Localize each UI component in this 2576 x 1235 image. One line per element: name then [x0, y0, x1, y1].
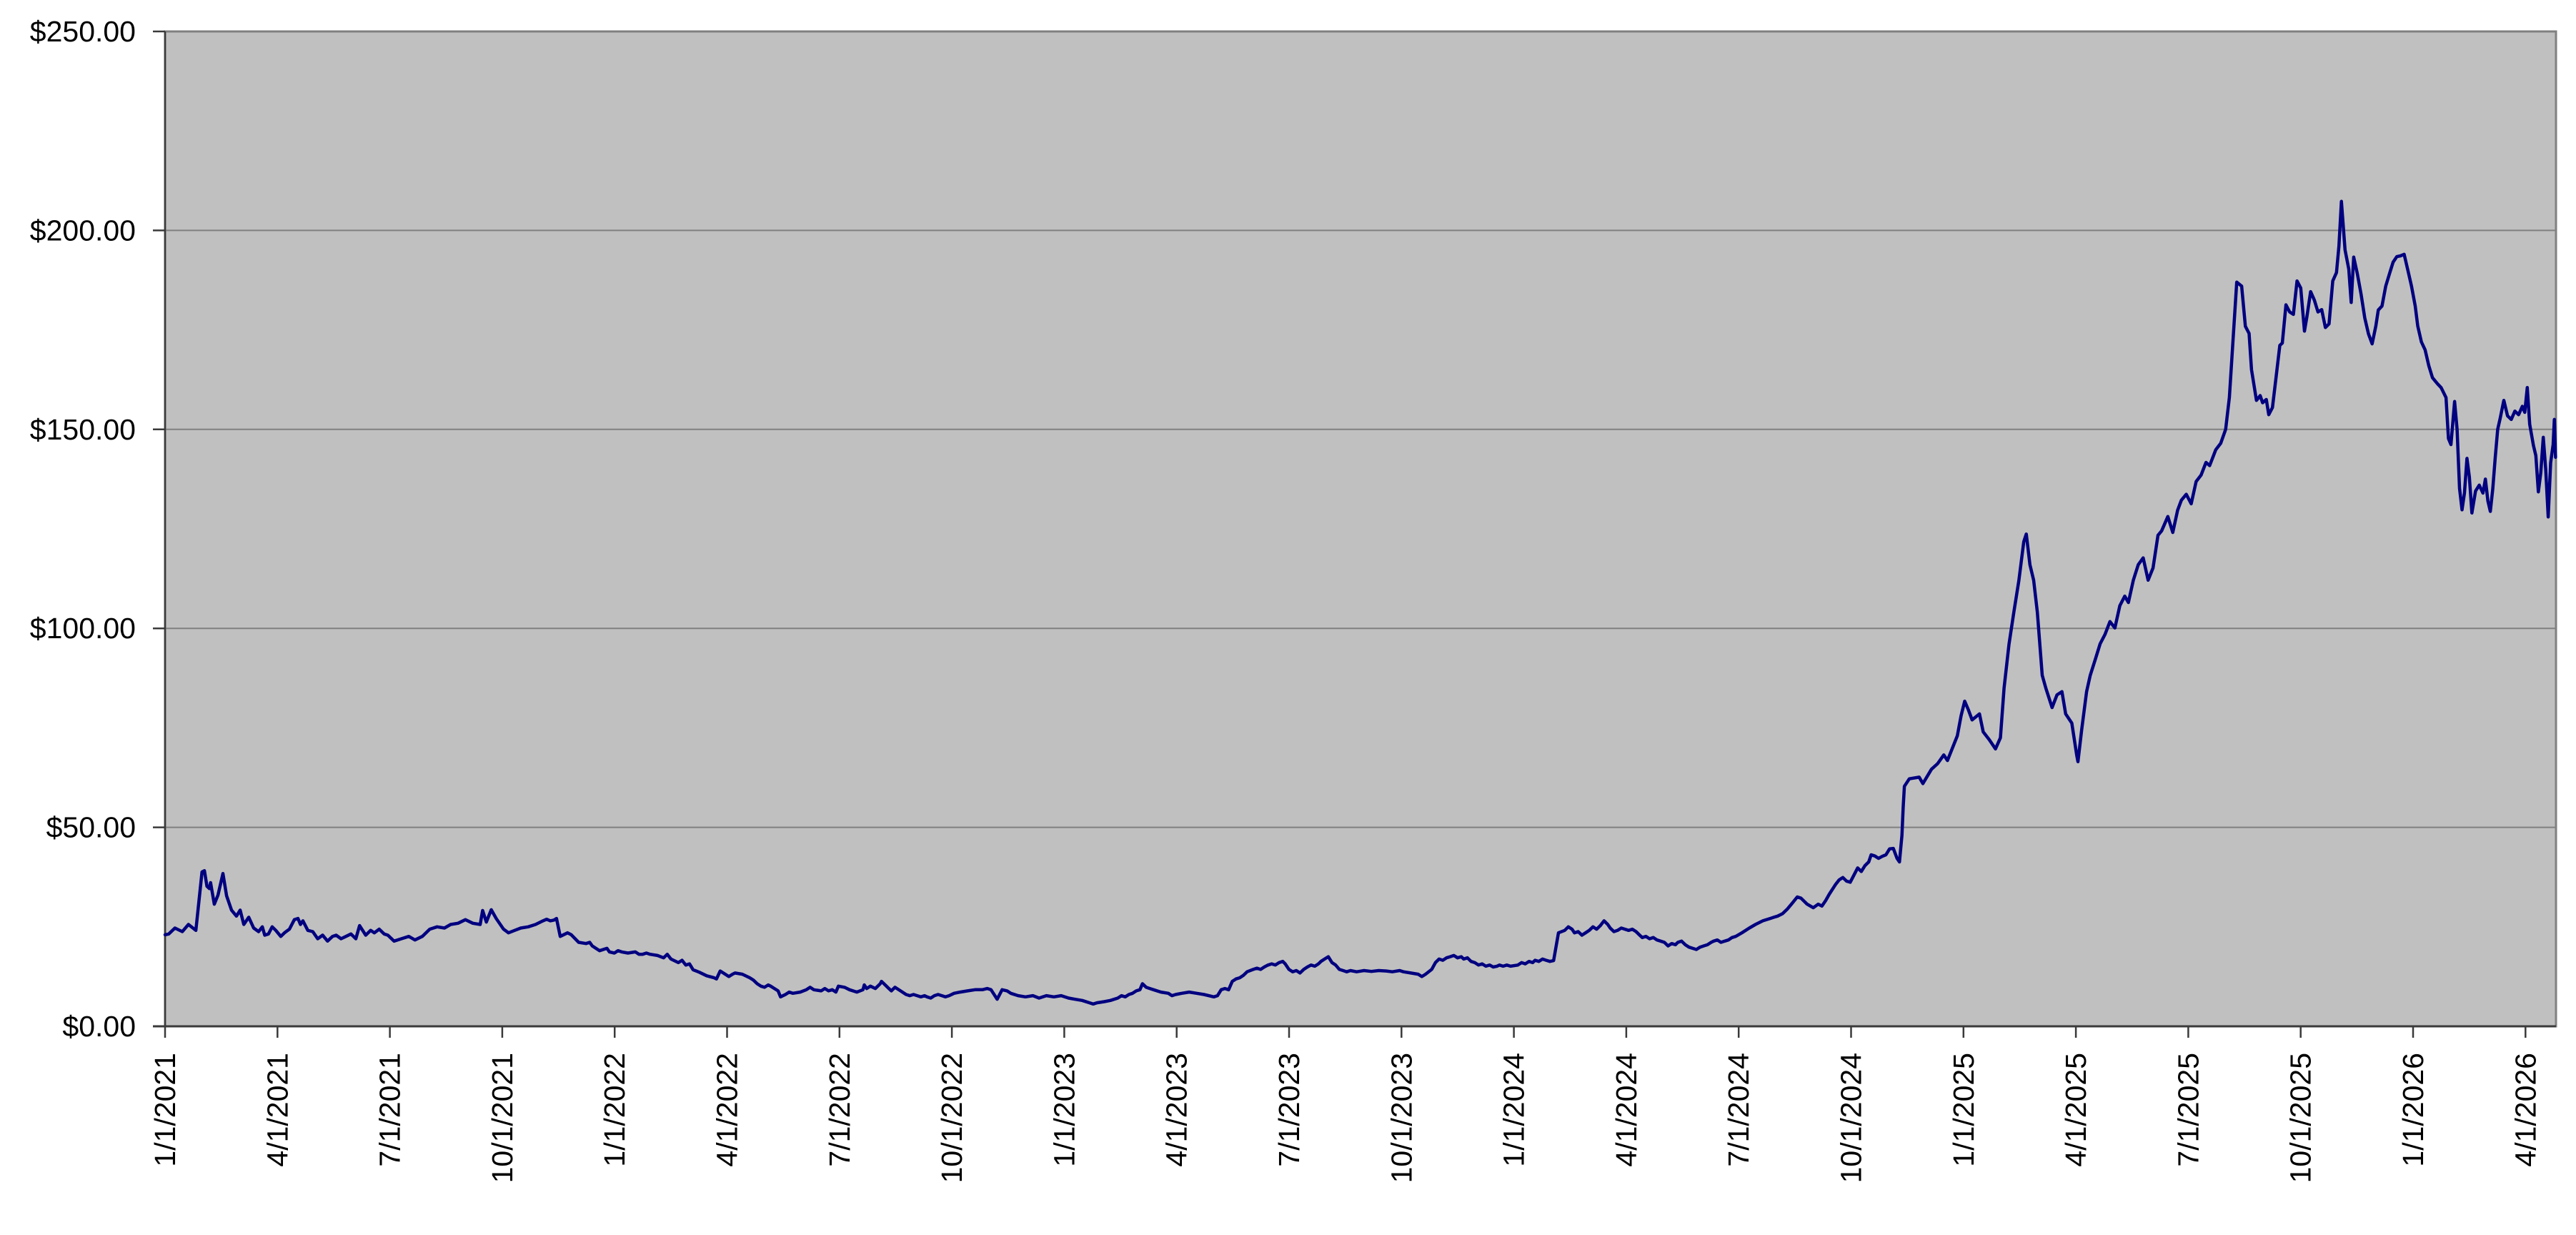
y-axis-label: $100.00: [30, 612, 136, 645]
x-axis-label: 7/1/2025: [2172, 1053, 2204, 1167]
x-axis-label: 7/1/2023: [1273, 1053, 1306, 1167]
x-axis-label: 1/1/2025: [1947, 1053, 1980, 1167]
x-axis-label: 7/1/2021: [374, 1053, 407, 1167]
plot-area: [165, 31, 2556, 1026]
y-axis-label: $0.00: [62, 1010, 136, 1043]
y-axis-label: $250.00: [30, 15, 136, 48]
x-axis-label: 1/1/2024: [1498, 1053, 1531, 1167]
x-axis-label: 4/1/2026: [2509, 1053, 2542, 1167]
x-axis-label: 1/1/2026: [2397, 1053, 2430, 1167]
y-axis-label: $200.00: [30, 214, 136, 247]
x-axis-label: 7/1/2022: [823, 1053, 856, 1167]
x-axis-label: 1/1/2022: [598, 1053, 631, 1167]
x-axis-label: 7/1/2024: [1722, 1053, 1755, 1167]
x-axis-label: 1/1/2023: [1048, 1053, 1080, 1167]
price-line-series: [163, 199, 2557, 1006]
y-axis-label: $150.00: [30, 413, 136, 446]
x-axis-label: 4/1/2023: [1160, 1053, 1193, 1167]
y-axis-label: $50.00: [46, 811, 136, 844]
x-axis-label: 10/1/2021: [486, 1053, 519, 1183]
x-axis-label: 4/1/2024: [1610, 1053, 1643, 1167]
x-axis-label: 4/1/2021: [261, 1053, 294, 1167]
x-axis-label: 4/1/2022: [711, 1053, 744, 1167]
x-axis-label: 1/1/2021: [149, 1053, 181, 1167]
x-axis-label: 10/1/2025: [2284, 1053, 2317, 1183]
x-axis-label: 4/1/2025: [2059, 1053, 2092, 1167]
x-axis-label: 10/1/2024: [1835, 1053, 1868, 1183]
x-axis-label: 10/1/2023: [1385, 1053, 1418, 1183]
x-axis-label: 10/1/2022: [935, 1053, 968, 1183]
